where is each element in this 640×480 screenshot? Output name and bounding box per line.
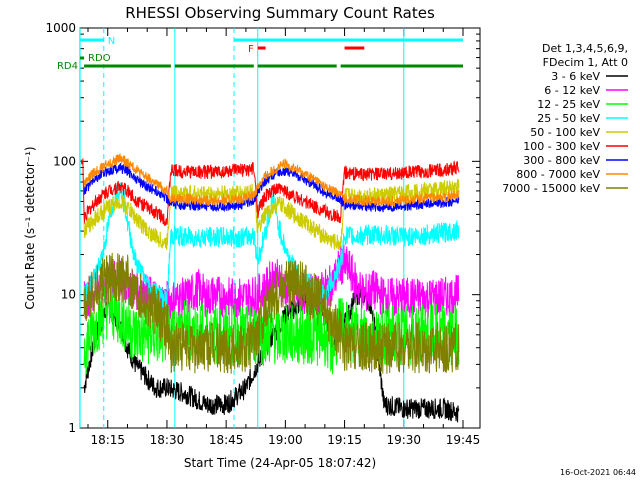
legend-entry-label: 800 - 7000 keV bbox=[516, 168, 600, 181]
series-line bbox=[83, 284, 460, 423]
legend-entry-label: 25 - 50 keV bbox=[537, 112, 600, 125]
legend-header: FDecim 1, Att 0 bbox=[543, 56, 628, 69]
legend: Det 1,3,4,5,6,9,FDecim 1, Att 03 - 6 keV… bbox=[502, 42, 628, 195]
x-axis-label: Start Time (24-Apr-05 18:07:42) bbox=[184, 456, 376, 470]
legend-entry-label: 50 - 100 keV bbox=[530, 126, 600, 139]
legend-header: Det 1,3,4,5,6,9, bbox=[542, 42, 628, 55]
legend-entry-label: 300 - 800 keV bbox=[523, 154, 600, 167]
plot-area: 1 10 100 1000 18:15 18:30 18:45 19:00 19:15 19:30… bbox=[45, 21, 481, 447]
series-line bbox=[83, 163, 460, 213]
chart-title: RHESSI Observing Summary Count Rates bbox=[125, 4, 435, 22]
y-tick-label: 1 bbox=[68, 421, 76, 435]
legend-entry-label: 7000 - 15000 keV bbox=[502, 182, 600, 195]
annotation-label-n: N bbox=[108, 36, 115, 47]
legend-entry-label: 6 - 12 keV bbox=[544, 84, 600, 97]
series-line bbox=[83, 252, 460, 374]
series-line bbox=[80, 158, 460, 226]
x-tick-label: 18:15 bbox=[90, 433, 125, 447]
legend-entry-label: 12 - 25 keV bbox=[537, 98, 600, 111]
y-tick-label: 1000 bbox=[45, 21, 76, 35]
generation-timestamp: 16-Oct-2021 06:44 bbox=[560, 468, 636, 477]
y-tick-label: 10 bbox=[61, 288, 76, 302]
legend-entry-label: 100 - 300 keV bbox=[523, 140, 600, 153]
x-tick-label: 19:15 bbox=[327, 433, 362, 447]
x-tick-label: 19:45 bbox=[446, 433, 481, 447]
y-tick-label: 100 bbox=[53, 154, 76, 168]
legend-entry-label: 3 - 6 keV bbox=[551, 70, 600, 83]
series-line bbox=[83, 153, 460, 208]
x-tick-label: 18:45 bbox=[209, 433, 244, 447]
series-line bbox=[83, 178, 460, 250]
x-tick-label: 19:30 bbox=[386, 433, 421, 447]
annotation-label-rd4: RD4 bbox=[57, 61, 78, 72]
annotation-label-rdo: RDO bbox=[88, 53, 111, 64]
y-axis-label: Count Rate (s⁻¹ detector⁻¹) bbox=[23, 146, 37, 309]
annotation-label-f: F bbox=[248, 44, 254, 55]
x-tick-label: 19:00 bbox=[268, 433, 303, 447]
series-line bbox=[83, 182, 460, 311]
x-tick-label: 18:30 bbox=[150, 433, 185, 447]
